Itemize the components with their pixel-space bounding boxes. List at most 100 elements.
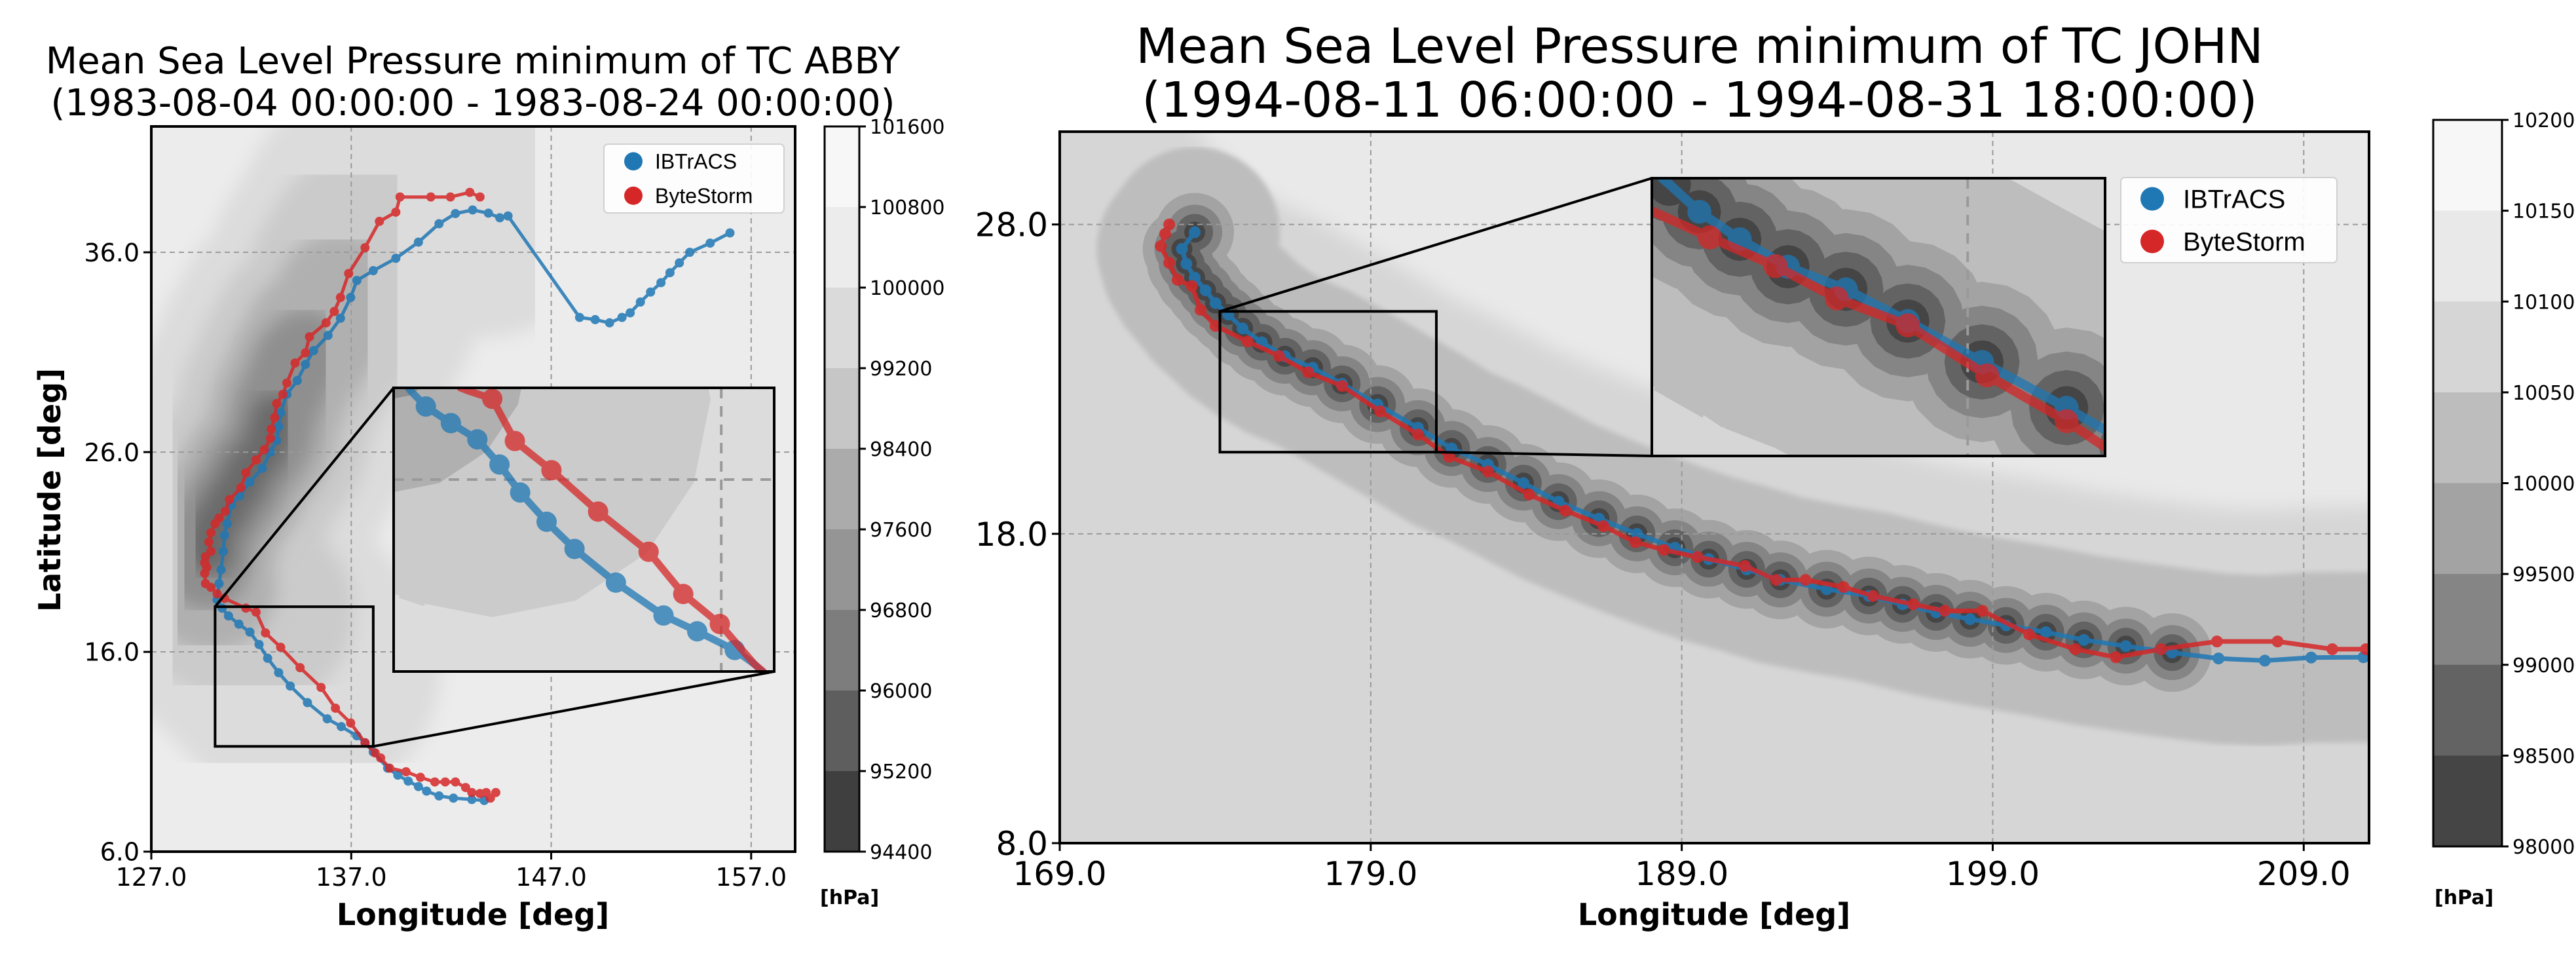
track-point-bytestorm — [1770, 574, 1782, 586]
track-point-bytestorm — [1867, 590, 1879, 602]
colorbar-band — [2433, 120, 2502, 212]
inset-track-line-bytestorm — [548, 466, 602, 516]
track-point-bytestorm — [430, 777, 439, 787]
panel-0: IBTrACS ByteStorm 127.0 137.0 147.0 157.0 6.0 1… — [84, 116, 944, 892]
track-point-bytestorm — [214, 513, 224, 523]
track-point-bytestorm — [375, 216, 384, 226]
inset-track-point-ibtracs — [605, 572, 626, 593]
track-point-bytestorm — [272, 398, 282, 408]
colorbar-tick-label: 100000 — [2512, 473, 2576, 496]
track-point-bytestorm — [415, 772, 425, 782]
x-tick-label: 189.0 — [1635, 855, 1728, 893]
track-point-ibtracs — [2078, 634, 2090, 646]
track-point-ibtracs — [403, 776, 413, 786]
track-point-bytestorm — [360, 243, 370, 253]
left-title-line2: (1983-08-04 00:00:00 - 1983-08-24 00:00:… — [50, 82, 895, 124]
track-point-ibtracs — [263, 653, 272, 663]
left-y-axis-label: Latitude [deg] — [32, 368, 67, 612]
track-point-ibtracs — [434, 219, 444, 229]
track-point-bytestorm — [212, 589, 222, 599]
track-point-bytestorm — [344, 269, 354, 278]
track-point-bytestorm — [251, 607, 261, 617]
track-point-ibtracs — [223, 519, 233, 529]
track-point-bytestorm — [290, 358, 300, 368]
legend-box — [2120, 177, 2338, 263]
legend-label-ibtracs: IBTrACS — [2183, 185, 2285, 214]
x-tick-label: 199.0 — [1946, 855, 2040, 893]
track-point-bytestorm — [1209, 320, 1222, 332]
track-point-bytestorm — [206, 528, 215, 538]
track-point-bytestorm — [2326, 643, 2338, 655]
track-point-ibtracs — [413, 782, 423, 791]
y-tick-label: 26.0 — [84, 438, 140, 467]
track-point-ibtracs — [574, 312, 584, 322]
track-point-ibtracs — [219, 530, 229, 540]
track-point-ibtracs — [274, 422, 284, 432]
track-point-ibtracs — [2040, 626, 2052, 638]
inset-track-point-bytestorm — [709, 613, 730, 635]
track-point-bytestorm — [1939, 605, 1951, 617]
colorbar-band — [825, 610, 859, 691]
track-point-bytestorm — [1443, 451, 1455, 463]
inset-connector-line — [373, 670, 775, 748]
track-point-ibtracs — [335, 313, 345, 323]
track-point-ibtracs — [665, 268, 675, 278]
track-point-bytestorm — [321, 318, 331, 328]
track-bytestorm — [1155, 218, 2369, 664]
track-point-bytestorm — [278, 389, 288, 399]
track-point-bytestorm — [1159, 227, 1171, 240]
track-point-bytestorm — [2155, 643, 2167, 655]
track-point-bytestorm — [316, 683, 326, 692]
legend-box — [603, 143, 785, 214]
track-point-bytestorm — [335, 293, 345, 303]
track-point-ibtracs — [1180, 257, 1193, 270]
legend: IBTrACS ByteStorm — [2120, 177, 2338, 263]
track-point-bytestorm — [1523, 488, 1535, 501]
inset-track-point-bytestorm — [1895, 313, 1920, 337]
track-point-ibtracs — [434, 791, 444, 801]
inset-frame — [392, 387, 775, 673]
colorbar-tick-label: 99200 — [870, 358, 932, 381]
track-point-ibtracs — [274, 668, 284, 677]
y-tick-label: 18.0 — [975, 516, 1048, 554]
track-point-bytestorm — [401, 767, 411, 777]
track-point-bytestorm — [204, 537, 214, 547]
plot-area — [151, 126, 795, 852]
inset-track-point-bytestorm — [673, 584, 694, 605]
inset-track-line-bytestorm — [1832, 293, 1913, 330]
colorbar-tick-label: 100000 — [870, 277, 945, 300]
colorbar-band — [825, 126, 859, 208]
colorbar-band — [2433, 483, 2502, 575]
track-point-bytestorm — [267, 425, 276, 434]
colorbar-tick-label: 101500 — [2512, 200, 2576, 223]
track-point-ibtracs — [685, 248, 695, 257]
track-point-ibtracs — [352, 276, 362, 286]
track-point-bytestorm — [220, 506, 230, 516]
inset-connector-line — [214, 387, 395, 608]
colorbar-band — [825, 207, 859, 288]
colorbar: 101600 100800 100000 99200 98400 97600 96800 96… — [823, 116, 945, 864]
colorbar-tick-label: 98500 — [2512, 745, 2575, 768]
legend-label-bytestorm: ByteStorm — [2183, 228, 2305, 257]
track-point-ibtracs — [214, 578, 224, 588]
track-point-bytestorm — [2271, 635, 2284, 648]
track-point-bytestorm — [1171, 274, 1184, 286]
y-tick-label: 16.0 — [84, 638, 140, 667]
track-point-bytestorm — [1482, 465, 1494, 478]
inset-track-point-bytestorm — [1698, 225, 1722, 250]
track-point-bytestorm — [270, 413, 280, 423]
legend-marker-ibtracs — [2140, 187, 2164, 211]
track-point-ibtracs — [337, 722, 346, 732]
x-tick-label: 157.0 — [715, 863, 787, 892]
colorbar-band — [825, 771, 859, 852]
track-point-ibtracs — [303, 698, 312, 708]
track-point-bytestorm — [440, 777, 450, 787]
track-point-ibtracs — [245, 477, 255, 487]
colorbar-tick-label: 99500 — [2512, 563, 2575, 586]
track-point-bytestorm — [295, 663, 305, 673]
inset-track-point-ibtracs — [1687, 199, 1711, 224]
track-point-ibtracs — [391, 254, 401, 263]
x-tick-label: 137.0 — [316, 863, 387, 892]
track-point-ibtracs — [301, 360, 310, 369]
inset-track-bytestorm — [1652, 206, 2105, 452]
